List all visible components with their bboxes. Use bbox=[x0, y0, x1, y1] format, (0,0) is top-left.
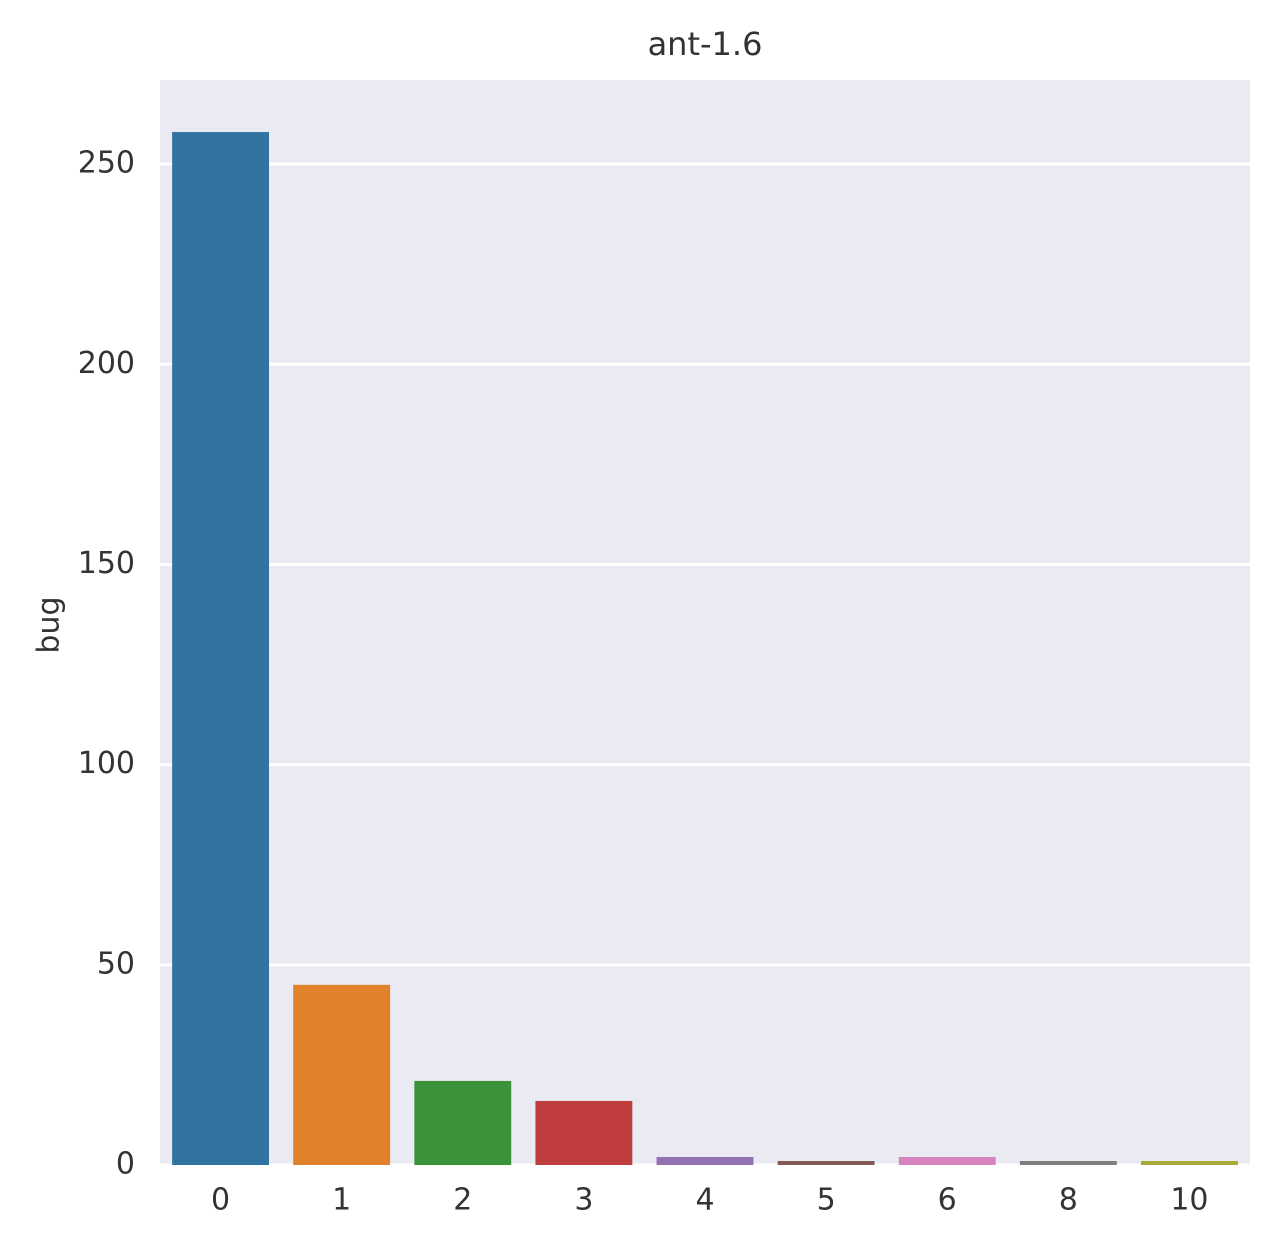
x-tick-label: 10 bbox=[1170, 1183, 1208, 1218]
x-tick-label: 5 bbox=[817, 1183, 836, 1218]
bar bbox=[898, 1156, 996, 1165]
x-tick-label: 2 bbox=[453, 1183, 472, 1218]
bar bbox=[1141, 1160, 1238, 1165]
x-tick-label: 4 bbox=[695, 1183, 714, 1218]
y-tick-label: 250 bbox=[78, 146, 135, 181]
y-tick-label: 100 bbox=[78, 746, 135, 781]
bar bbox=[1019, 1160, 1117, 1165]
y-tick-label: 150 bbox=[78, 546, 135, 581]
chart-title: ant-1.6 bbox=[648, 25, 763, 63]
x-tick-label: 6 bbox=[938, 1183, 957, 1218]
x-tick-label: 8 bbox=[1059, 1183, 1078, 1218]
bar bbox=[414, 1080, 512, 1165]
bar bbox=[535, 1100, 633, 1165]
x-tick-label: 3 bbox=[574, 1183, 593, 1218]
y-axis-label: bug bbox=[32, 596, 67, 653]
bar bbox=[777, 1160, 875, 1165]
x-tick-label: 0 bbox=[211, 1183, 230, 1218]
plot-area bbox=[160, 80, 1250, 1165]
y-tick-label: 0 bbox=[116, 1147, 135, 1182]
bar bbox=[656, 1156, 754, 1165]
x-tick-label: 1 bbox=[332, 1183, 351, 1218]
bar bbox=[293, 984, 391, 1165]
y-tick-label: 50 bbox=[97, 946, 135, 981]
y-tick-label: 200 bbox=[78, 346, 135, 381]
bar bbox=[172, 132, 269, 1165]
